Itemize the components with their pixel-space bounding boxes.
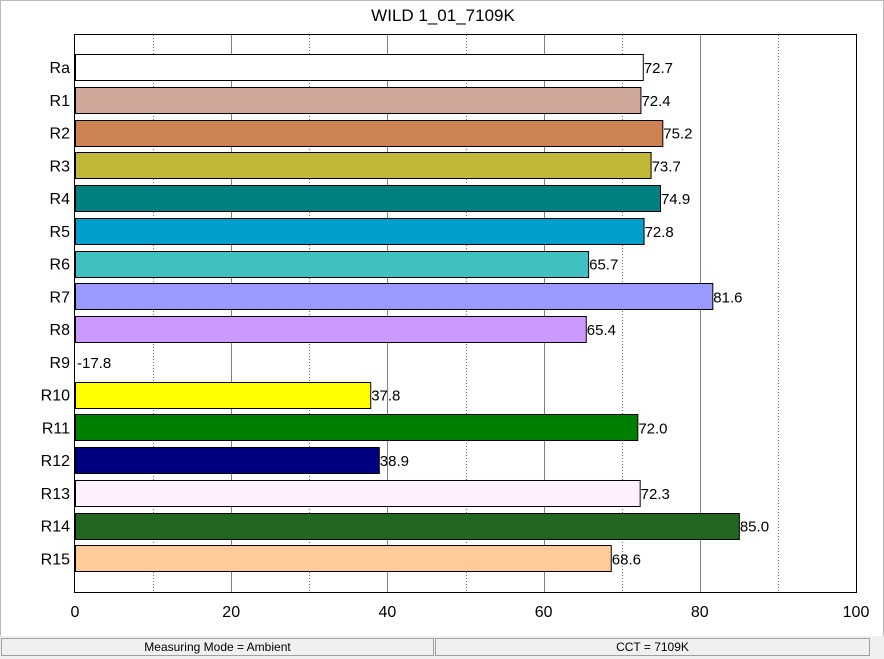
category-label: R5 [50, 224, 71, 241]
category-label: R13 [41, 486, 70, 503]
bar [75, 382, 372, 409]
bar [75, 480, 641, 507]
value-label: 73.7 [652, 158, 681, 175]
value-labels: 72.7 72.4 75.2 73.7 74.9 72.8 65.7 81.6 65.4 -17.… [77, 60, 769, 568]
bar [75, 218, 645, 245]
value-label: 72.4 [641, 93, 670, 110]
value-label: 72.7 [644, 60, 673, 77]
bar [75, 54, 644, 81]
category-label: R12 [41, 453, 70, 470]
value-label: 72.0 [638, 420, 667, 437]
x-axis-tick-labels: 0 20 40 60 80 100 [71, 604, 870, 621]
x-tick-label: 0 [71, 604, 80, 621]
category-label: R14 [41, 519, 70, 536]
category-label: R10 [41, 388, 70, 405]
x-tick-label: 80 [691, 604, 709, 621]
value-label: -17.8 [77, 355, 111, 372]
bar [75, 414, 639, 441]
x-tick-label: 20 [222, 604, 240, 621]
x-tick-label: 100 [843, 604, 870, 621]
x-tick-label: 60 [535, 604, 553, 621]
value-label: 68.6 [612, 551, 641, 568]
bars [75, 54, 740, 572]
category-label: R6 [50, 257, 71, 274]
value-label: 38.9 [380, 453, 409, 470]
bar [75, 447, 380, 474]
value-label: 85.0 [740, 519, 769, 536]
cri-bar-chart: WILD 1_01_7109K RaR1R2R3R4R5R6R7R8R9R10R… [41, 6, 870, 621]
plot-frame [74, 34, 857, 593]
bar [75, 283, 714, 310]
bar [75, 316, 587, 343]
value-label: 75.2 [663, 126, 692, 143]
x-tick-label: 40 [379, 604, 397, 621]
category-label: R11 [42, 420, 70, 437]
category-label: Ra [50, 60, 71, 77]
measuring-mode-status: Measuring Mode = Ambient [1, 638, 434, 656]
category-label: R2 [50, 126, 71, 143]
value-label: 72.3 [641, 486, 670, 503]
grid-lines [153, 35, 779, 592]
status-bar: Measuring Mode = Ambient CCT = 7109K [0, 636, 884, 659]
bar [75, 251, 590, 278]
bar [75, 120, 664, 147]
bar [75, 545, 612, 572]
category-label: R4 [50, 191, 71, 208]
value-label: 37.8 [371, 388, 400, 405]
bar [75, 152, 652, 179]
category-label: R9 [50, 355, 71, 372]
category-label: R1 [50, 93, 71, 110]
bar [75, 87, 642, 114]
cct-status: CCT = 7109K [435, 638, 870, 656]
value-label: 65.7 [589, 257, 618, 274]
category-labels: Ra R1 R2 R3 R4 R5 R6 R7 R8 R9 R10 R11 R12 R13 R14 R15 [41, 60, 70, 568]
chart-title: WILD 1_01_7109K [371, 6, 515, 25]
value-label: 65.4 [587, 322, 616, 339]
value-label: 74.9 [661, 191, 690, 208]
category-label: R15 [41, 551, 70, 568]
category-label: R8 [50, 322, 71, 339]
bar [75, 513, 740, 540]
value-label: 81.6 [713, 289, 742, 306]
category-label: R7 [50, 289, 71, 306]
bar [75, 185, 661, 212]
value-label: 72.8 [645, 224, 674, 241]
category-label: R3 [50, 158, 71, 175]
